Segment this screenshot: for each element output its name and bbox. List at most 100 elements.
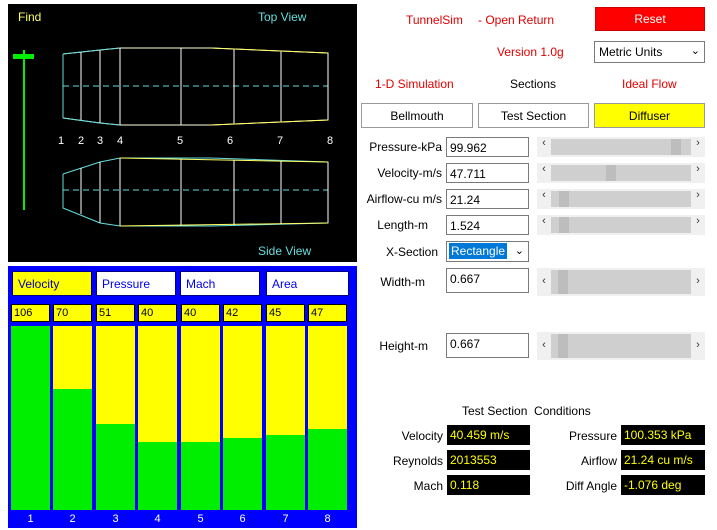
height-slider[interactable]: ‹ › <box>537 332 705 360</box>
tab-velocity[interactable]: Velocity <box>12 271 92 296</box>
side-view-label: Side View <box>258 244 312 258</box>
chevron-left-icon[interactable]: ‹ <box>542 215 546 227</box>
section-number-8: 8 <box>327 135 334 147</box>
section-number-6: 6 <box>227 135 234 147</box>
bar-value-label: 40 <box>138 304 177 322</box>
slider-track[interactable] <box>551 165 691 181</box>
bar-section-number: 5 <box>197 513 204 525</box>
bar-value-label: 51 <box>96 304 135 322</box>
bar-value-label: 42 <box>223 304 262 322</box>
out-airflow-label: Airflow <box>580 454 617 468</box>
out-pressure-label: Pressure <box>568 429 617 443</box>
xsection-label: X-Section <box>385 245 438 259</box>
section-number-3: 3 <box>97 135 104 147</box>
find-slider-handle <box>13 54 34 59</box>
slider-thumb[interactable] <box>605 165 616 181</box>
slider-thumb[interactable] <box>557 270 568 294</box>
bar-fill <box>308 429 347 510</box>
section-number-2: 2 <box>78 135 85 147</box>
bar-value-label: 47 <box>308 304 347 322</box>
chevron-left-icon[interactable]: ‹ <box>542 163 546 175</box>
tab-area[interactable]: Area <box>266 271 349 296</box>
length-slider[interactable]: ‹ › <box>537 215 705 235</box>
chevron-right-icon[interactable]: › <box>696 275 700 287</box>
bar-background <box>181 326 220 510</box>
bar-section-number: 1 <box>27 513 34 525</box>
pressure-input[interactable]: 99.962 <box>446 137 529 157</box>
airflow-slider[interactable]: ‹ › <box>537 189 705 209</box>
chevron-left-icon[interactable]: ‹ <box>542 339 546 351</box>
bar-section-number: 2 <box>69 513 76 525</box>
height-label: Height-m <box>379 339 428 353</box>
chevron-right-icon[interactable]: › <box>696 163 700 175</box>
slider-track[interactable] <box>551 217 691 233</box>
tunnel-view-panel: Find Top View Side View 1 2 3 4 5 6 7 8 <box>8 4 357 262</box>
out-reynolds-value: 2013553 <box>447 450 530 470</box>
bar-background <box>11 326 50 510</box>
velocity-input[interactable]: 47.711 <box>446 163 529 183</box>
slider-thumb[interactable] <box>558 191 569 207</box>
chevron-right-icon[interactable]: › <box>696 137 700 149</box>
bar-background <box>96 326 135 510</box>
slider-thumb[interactable] <box>558 217 569 233</box>
section-number-4: 4 <box>117 135 124 147</box>
tunnel-drawing <box>13 47 329 227</box>
airflow-input[interactable]: 21.24 <box>446 189 529 209</box>
bar-section-number: 4 <box>154 513 161 525</box>
bar-graph-panel: Velocity Pressure Mach Area 106 1 70 2 51 3 40… <box>8 266 357 528</box>
out-diff-angle-value: -1.076 deg <box>621 475 705 495</box>
bar-section-number: 3 <box>112 513 119 525</box>
slider-thumb[interactable] <box>670 139 681 155</box>
slider-track[interactable] <box>551 139 691 155</box>
velocity-slider[interactable]: ‹ › <box>537 163 705 183</box>
velocity-label: Velocity-m/s <box>377 166 442 180</box>
top-view-label: Top View <box>258 10 307 24</box>
out-mach-value: 0.118 <box>447 475 530 495</box>
tab-mach[interactable]: Mach <box>180 271 260 296</box>
out-mach-label: Mach <box>413 479 443 493</box>
chevron-down-icon: ⌄ <box>690 45 700 57</box>
chevron-left-icon[interactable]: ‹ <box>542 275 546 287</box>
bar-fill <box>266 434 305 510</box>
width-input[interactable]: 0.667 <box>446 268 529 293</box>
chevron-right-icon[interactable]: › <box>696 339 700 351</box>
sections-label: Sections <box>510 77 557 91</box>
chevron-right-icon[interactable]: › <box>696 189 700 201</box>
tab-pressure[interactable]: Pressure <box>96 271 176 296</box>
pressure-slider[interactable]: ‹ › <box>537 137 705 157</box>
units-select[interactable]: Metric Units ⌄ <box>594 41 705 63</box>
width-slider[interactable]: ‹ › <box>537 268 705 296</box>
pressure-label: Pressure-kPa <box>369 140 442 154</box>
bar-background <box>138 326 177 510</box>
length-input[interactable]: 1.524 <box>446 215 529 235</box>
slider-track[interactable] <box>551 334 691 358</box>
out-velocity-value: 40.459 m/s <box>447 425 530 445</box>
slider-track[interactable] <box>551 191 691 207</box>
test-section-button[interactable]: Test Section <box>478 103 589 128</box>
height-input[interactable]: 0.667 <box>446 333 529 358</box>
find-label: Find <box>18 10 42 24</box>
diffuser-button[interactable]: Diffuser <box>594 103 705 128</box>
chevron-right-icon[interactable]: › <box>696 215 700 227</box>
chevron-left-icon[interactable]: ‹ <box>542 189 546 201</box>
chevron-down-icon: ⌄ <box>514 245 524 257</box>
airflow-label: Airflow-cu m/s <box>366 192 442 206</box>
width-label: Width-m <box>380 275 425 289</box>
conditions-title: Test Section Conditions <box>462 404 591 418</box>
flow-label: Ideal Flow <box>622 77 677 91</box>
out-pressure-value: 100.353 kPa <box>621 425 705 445</box>
bar-fill <box>96 423 135 510</box>
reset-button[interactable]: Reset <box>595 7 705 31</box>
bar-section-number: 7 <box>282 513 289 525</box>
slider-thumb[interactable] <box>557 334 568 358</box>
section-number-5: 5 <box>177 135 184 147</box>
out-diff-angle-label: Diff Angle <box>565 479 617 493</box>
bar-fill <box>181 441 220 510</box>
bar-value-label: 70 <box>53 304 92 322</box>
bellmouth-button[interactable]: Bellmouth <box>361 103 473 128</box>
bar-fill <box>53 388 92 510</box>
slider-track[interactable] <box>551 270 691 294</box>
xsection-select[interactable]: Rectangle ⌄ <box>446 241 529 262</box>
chevron-left-icon[interactable]: ‹ <box>542 137 546 149</box>
out-reynolds-label: Reynolds <box>392 454 443 468</box>
